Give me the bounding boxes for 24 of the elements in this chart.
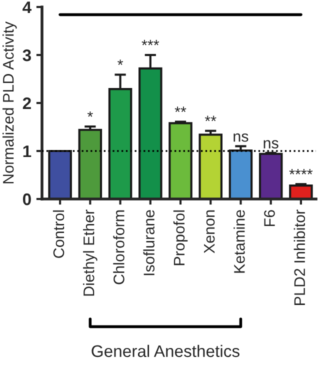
annotation: ns [264,140,278,149]
y-tick-label: 3 [22,49,31,62]
y-tick-label: 4 [22,2,32,14]
x-tick-label: PLD2 Inhibitor [294,210,306,305]
annotation: *** [142,40,160,46]
x-tick-label: F6 [264,210,275,226]
x-tick-label: Control [52,210,64,258]
y-tick-label: 2 [22,97,31,110]
annotation: **** [289,169,313,174]
y-tick-label: 1 [23,146,32,158]
x-tick-label: Diethyl Ether [83,210,98,296]
x-tick-label: Isoflurane [143,210,154,276]
annotation: * [118,60,124,65]
x-tick-label: Chloroform [113,210,124,284]
annotation: ** [174,106,186,112]
y-tick-label: 0 [22,193,31,206]
x-tick-label: Propofol [173,210,188,266]
x-tick-label: Xenon [204,210,215,254]
annotation: ns [234,133,248,142]
y-axis-title: Normalized PLD Activity [2,22,17,184]
annotation: ** [204,116,216,122]
annotation: * [87,111,93,117]
text: General Anesthetics [92,344,240,358]
x-tick-label: Ketamine [234,210,245,273]
